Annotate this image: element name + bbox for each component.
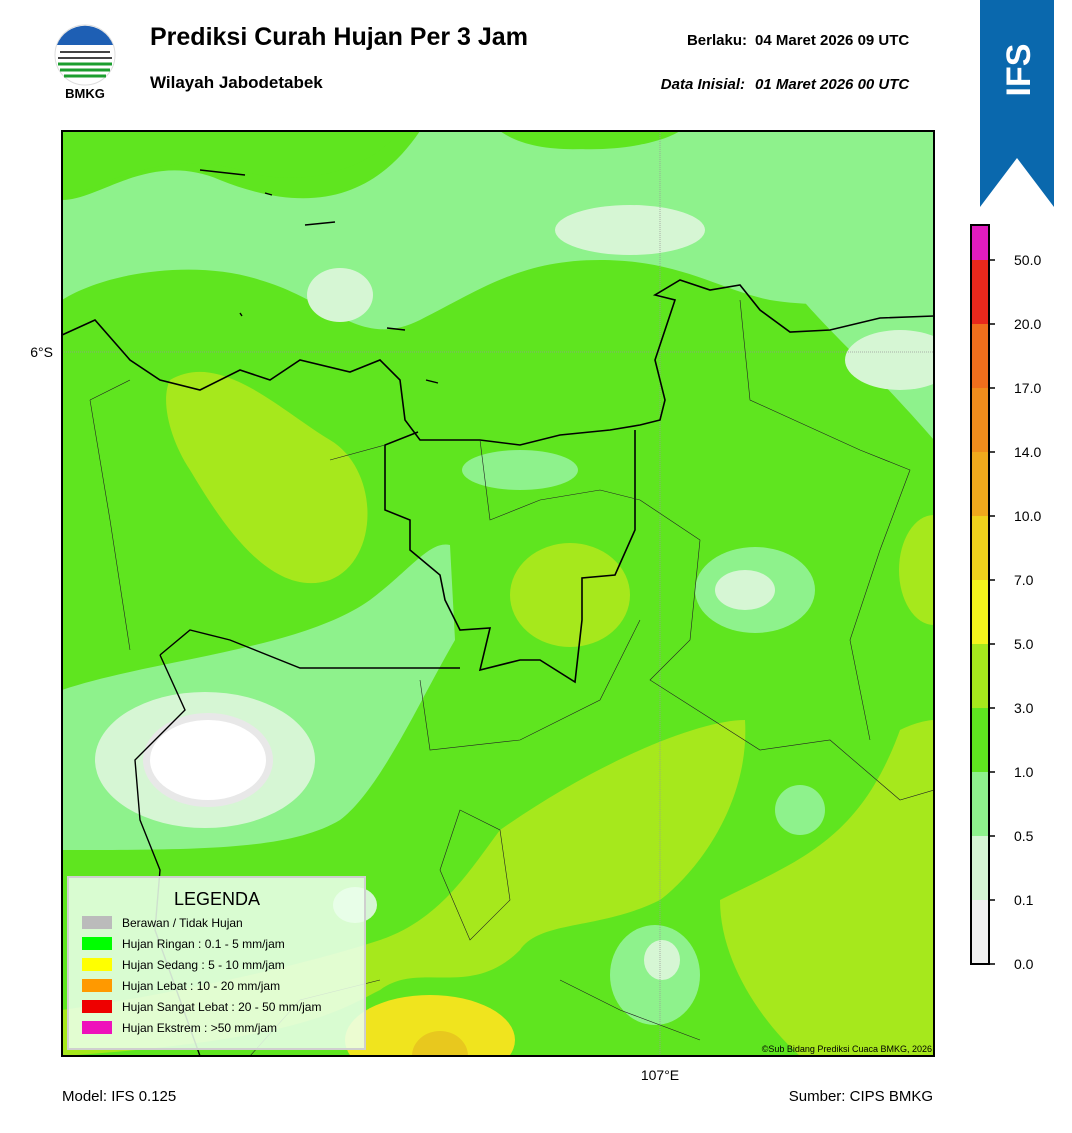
colorbar-tick-label: 0.1 bbox=[1014, 892, 1034, 908]
colorbar-segment bbox=[971, 324, 989, 388]
colorbar-tick-label: 10.0 bbox=[1014, 508, 1041, 524]
badge-text: IFS bbox=[1000, 44, 1038, 97]
legend-label: Berawan / Tidak Hujan bbox=[122, 916, 243, 930]
valid-label: Berlaku: bbox=[687, 32, 747, 49]
colorbar-tick-label: 50.0 bbox=[1014, 252, 1041, 268]
badge-ribbon bbox=[980, 0, 1054, 207]
colorbar-tick-label: 14.0 bbox=[1014, 444, 1041, 460]
colorbar-tick-label: 20.0 bbox=[1014, 316, 1041, 332]
legend-swatch bbox=[82, 1000, 112, 1013]
colorbar-segment bbox=[971, 580, 989, 644]
legend-label: Hujan Lebat : 10 - 20 mm/jam bbox=[122, 979, 280, 993]
model: Model: IFS 0.125 bbox=[62, 1088, 176, 1105]
init-time: 01 Maret 2026 00 UTC bbox=[755, 76, 910, 93]
legend-swatch bbox=[82, 1021, 112, 1034]
colorbar-tick-label: 7.0 bbox=[1014, 572, 1034, 588]
colorbar-segment bbox=[971, 644, 989, 708]
credit: ©Sub Bidang Prediksi Cuaca BMKG, 2026 bbox=[762, 1044, 932, 1054]
colorbar-frame bbox=[970, 224, 990, 965]
legend-swatch bbox=[82, 937, 112, 950]
map-field bbox=[62, 131, 934, 1056]
colorbar-segment bbox=[971, 516, 989, 580]
colorbar-tick-label: 17.0 bbox=[1014, 380, 1041, 396]
title: Prediksi Curah Hujan Per 3 Jam bbox=[150, 23, 528, 51]
colorbar-segment bbox=[971, 260, 989, 324]
colorbar-tick-label: 0.0 bbox=[1014, 956, 1034, 972]
colorbar: 0.0 0.1 0.5 1.0 3.0 5.0 7.0 10.0 14.0 17.0 20.0 50.… bbox=[970, 224, 1041, 972]
logo-text: BMKG bbox=[65, 86, 105, 101]
colorbar-segment bbox=[971, 452, 989, 516]
colorbar-segment bbox=[971, 900, 989, 964]
legend-label: Hujan Sedang : 5 - 10 mm/jam bbox=[122, 958, 285, 972]
legend: LEGENDA Berawan / Tidak Hujan Hujan Ringa… bbox=[67, 876, 366, 1050]
legend-swatch bbox=[82, 979, 112, 992]
source: Sumber: CIPS BMKG bbox=[789, 1088, 933, 1105]
legend-swatch bbox=[82, 916, 112, 929]
valid-time: 04 Maret 2026 09 UTC bbox=[755, 32, 909, 49]
colorbar-segment bbox=[971, 708, 989, 772]
colorbar-segment bbox=[971, 836, 989, 900]
legend-title: LEGENDA bbox=[174, 889, 260, 909]
lon-label: 107°E bbox=[641, 1067, 679, 1083]
legend-label: Hujan Ekstrem : >50 mm/jam bbox=[122, 1021, 277, 1035]
colorbar-segment bbox=[971, 772, 989, 836]
init-label: Data Inisial: bbox=[661, 76, 745, 93]
map-frame bbox=[61, 130, 935, 1057]
colorbar-segment bbox=[971, 225, 989, 260]
colorbar-segment bbox=[971, 388, 989, 452]
subtitle: Wilayah Jabodetabek bbox=[150, 73, 323, 92]
logo: BMKG bbox=[54, 24, 116, 101]
colorbar-tick-label: 0.5 bbox=[1014, 828, 1034, 844]
colorbar-tick-label: 3.0 bbox=[1014, 700, 1034, 716]
legend-swatch bbox=[82, 958, 112, 971]
legend-label: Hujan Ringan : 0.1 - 5 mm/jam bbox=[122, 937, 285, 951]
colorbar-tick-label: 5.0 bbox=[1014, 636, 1034, 652]
lat-label: 6°S bbox=[30, 344, 53, 360]
colorbar-tick-label: 1.0 bbox=[1014, 764, 1034, 780]
legend-label: Hujan Sangat Lebat : 20 - 50 mm/jam bbox=[122, 1000, 321, 1014]
